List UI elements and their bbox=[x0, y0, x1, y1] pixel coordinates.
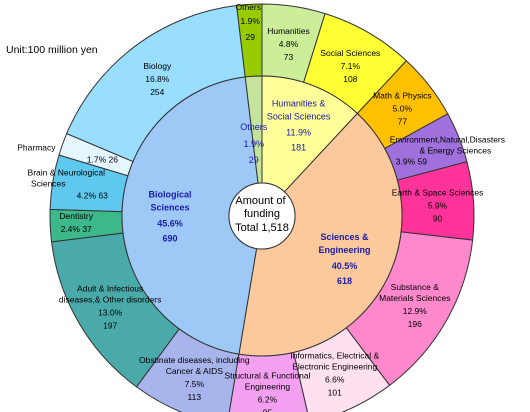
outer-label-substance-materials-sciences-line1: Substance & bbox=[391, 282, 440, 292]
outer-label-biology-line1: Biology bbox=[143, 61, 172, 71]
center-total: Total 1,518 bbox=[235, 222, 289, 234]
unit-label: Unit:100 million yen bbox=[6, 44, 98, 56]
inner-label-humanities-social-sciences-pct: 11.9% bbox=[286, 127, 311, 137]
outer-label-earth-space-sciences-value: 90 bbox=[433, 213, 443, 223]
inner-label-others-pct: 1.9% bbox=[243, 139, 264, 149]
inner-label-humanities-social-sciences-line2: Social Sciences bbox=[267, 111, 331, 121]
inner-label-biological-sciences-pct: 45.6% bbox=[157, 218, 183, 228]
inner-label-humanities-social-sciences-line1: Humanities & bbox=[272, 98, 326, 108]
outer-label-environment-natural-disasters-energy-sciences-pct-value: 3.9% 59 bbox=[396, 157, 427, 167]
center-title-line2: funding bbox=[244, 208, 280, 220]
outer-label-brain-neurological-sciences-line2: Sciences bbox=[31, 179, 66, 189]
outer-label-adult-infectious-diseases-other-disorders-value: 197 bbox=[103, 320, 117, 330]
outer-label-others-line1: Others bbox=[235, 2, 261, 12]
outer-label-others-pct: 1.9% bbox=[241, 16, 261, 26]
inner-label-biological-sciences-line2: Sciences bbox=[151, 202, 190, 212]
inner-label-sciences-engineering-pct: 40.5% bbox=[332, 261, 358, 271]
outer-label-structural-functional-engineering-line1: Structural & Functional bbox=[224, 370, 310, 380]
outer-label-biology-value: 254 bbox=[150, 87, 164, 97]
outer-label-earth-space-sciences-pct: 5.9% bbox=[428, 200, 448, 210]
chart-labels: Humanities 4.8% 73 Social Sciences 7.1% 108 Ma… bbox=[17, 2, 505, 412]
outer-label-math-physics-line1: Math & Physics bbox=[373, 91, 432, 101]
outer-label-brain-neurological-sciences-pct-value: 4.2% 63 bbox=[77, 191, 108, 201]
outer-label-social-sciences-pct: 7.1% bbox=[341, 61, 361, 71]
outer-label-structural-functional-engineering-line2: Engineering bbox=[245, 381, 291, 391]
outer-label-obstinate-diseases-including-cancer-aids-pct: 7.5% bbox=[185, 379, 205, 389]
outer-label-informatics-electrical-electronic-engineering-value: 101 bbox=[328, 387, 342, 397]
inner-label-sciences-engineering-value: 618 bbox=[337, 276, 352, 286]
outer-label-social-sciences-value: 108 bbox=[343, 74, 357, 84]
inner-label-humanities-social-sciences-value: 181 bbox=[291, 142, 306, 152]
inner-label-biological-sciences-value: 690 bbox=[163, 233, 178, 243]
outer-label-obstinate-diseases-including-cancer-aids-value: 113 bbox=[188, 392, 202, 402]
inner-label-sciences-engineering-line2: Engineering bbox=[319, 245, 371, 255]
outer-label-dentistry-line1: Dentistry bbox=[59, 211, 93, 221]
outer-label-others-value: 29 bbox=[246, 32, 256, 42]
outer-label-pharmacy-line1: Pharmacy bbox=[17, 142, 56, 152]
outer-label-brain-neurological-sciences-line1: Brain & Neurological bbox=[28, 168, 106, 178]
outer-label-adult-infectious-diseases-other-disorders-line2: diseases,& Other disorders bbox=[59, 294, 162, 304]
outer-ring bbox=[49, 3, 475, 412]
svg-text:Amount of funding: Amount of funding bbox=[235, 195, 288, 220]
outer-label-biology-pct: 16.8% bbox=[145, 74, 170, 84]
outer-label-obstinate-diseases-including-cancer-aids-line1: Obstinate diseases, including bbox=[139, 355, 250, 365]
outer-label-obstinate-diseases-including-cancer-aids-line2: Cancer & AIDS bbox=[166, 366, 223, 376]
outer-label-informatics-electrical-electronic-engineering-line1: Informatics, Electrical & bbox=[290, 350, 379, 360]
outer-label-substance-materials-sciences-line2: Materials Sciences bbox=[379, 293, 450, 303]
outer-label-math-physics-pct: 5.0% bbox=[393, 104, 413, 114]
outer-label-adult-infectious-diseases-other-disorders-pct: 13.0% bbox=[98, 307, 123, 317]
outer-label-humanities-line1: Humanities bbox=[267, 26, 310, 36]
inner-ring bbox=[121, 75, 403, 357]
outer-label-pharmacy-pct-value: 1.7% 26 bbox=[87, 154, 118, 164]
outer-label-environment-natural-disasters-energy-sciences-line2: & Energy Sciences bbox=[419, 146, 491, 156]
outer-label-earth-space-sciences-line1: Earth & Space Sciences bbox=[392, 187, 484, 197]
outer-label-informatics-electrical-electronic-engineering-pct: 6.6% bbox=[325, 374, 345, 384]
outer-label-humanities-pct: 4.8% bbox=[279, 39, 299, 49]
outer-label-structural-functional-engineering-value: 95 bbox=[263, 407, 273, 412]
outer-label-dentistry-pct-value: 2.4% 37 bbox=[61, 224, 92, 234]
center-hole bbox=[228, 182, 296, 250]
outer-label-environment-natural-disasters-energy-sciences-line1: Environment,Natural,Disasters bbox=[390, 135, 505, 145]
outer-label-informatics-electrical-electronic-engineering-line2: Electronic Engineering bbox=[292, 361, 377, 371]
inner-label-sciences-engineering-line1: Sciences & bbox=[321, 232, 370, 242]
inner-label-biological-sciences-line1: Biological bbox=[149, 189, 192, 199]
outer-label-social-sciences-line1: Social Sciences bbox=[320, 48, 380, 58]
center-title-line1: Amount of bbox=[235, 195, 286, 207]
outer-label-structural-functional-engineering-pct: 6.2% bbox=[258, 394, 278, 404]
inner-label-others-line1: Others bbox=[240, 122, 268, 132]
outer-label-substance-materials-sciences-value: 196 bbox=[408, 319, 422, 329]
outer-label-adult-infectious-diseases-other-disorders-line1: Adult & Infectious bbox=[77, 283, 143, 293]
outer-label-humanities-value: 73 bbox=[284, 52, 294, 62]
outer-label-substance-materials-sciences-pct: 12.9% bbox=[403, 306, 428, 316]
inner-label-others-value: 29 bbox=[249, 155, 259, 165]
outer-label-math-physics-value: 77 bbox=[398, 117, 408, 127]
